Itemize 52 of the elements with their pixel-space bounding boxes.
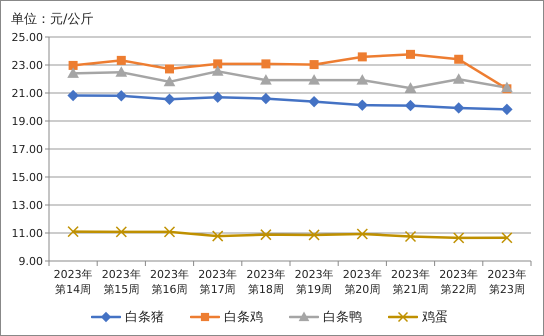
point [261,59,270,68]
x-tick-label: 2023年第20周 [342,268,382,296]
x-tick-label: 2023年第15周 [102,268,141,296]
y-tick-label: 9.00 [18,254,43,268]
point [116,90,127,102]
x-tick-label: 2023年第18周 [246,268,286,296]
point [310,60,319,70]
point [405,82,416,93]
legend-label: 白条鸭 [323,309,362,326]
x-tick-label: 2023年第14周 [54,268,93,296]
y-tick-label: 15.00 [12,170,43,184]
point [68,68,79,78]
y-tick-label: 25.00 [12,30,43,44]
y-tick-label: 23.00 [12,58,43,72]
legend-label: 鸡蛋 [422,309,448,326]
point [164,94,175,105]
y-tick-label: 19.00 [12,114,43,128]
y-tick-label: 21.00 [12,86,43,100]
x-tick-label: 2023年第23周 [487,268,526,296]
point [453,74,464,84]
y-tick-label: 13.00 [12,198,43,212]
point [454,54,464,64]
point [406,50,415,59]
x-tick-label: 2023年第17周 [198,268,238,296]
point [260,93,272,104]
y-tick-label: 11.00 [12,226,43,240]
legend-label: 白条猪 [125,309,164,326]
point [501,104,512,115]
point [453,102,464,114]
point [68,90,79,102]
point [405,100,416,112]
x-tick-label: 2023年第19周 [294,268,334,296]
point [213,59,222,68]
point [260,74,272,85]
point [116,66,127,77]
point [356,74,368,85]
legend-label: 白条鸡 [224,309,263,326]
point [164,76,175,86]
point [356,100,368,111]
y-axis-title: 单位：元/公斤 [11,11,94,28]
point [308,74,320,85]
point [165,64,174,74]
point [68,60,78,70]
x-tick-label: 2023年第16周 [150,268,189,296]
x-tick-label: 2023年第21周 [391,268,430,296]
point [308,96,320,108]
point [212,92,224,103]
x-tick-label: 2023年第22周 [439,268,478,296]
y-tick-label: 17.00 [12,142,43,156]
point [212,66,224,76]
point [116,56,126,65]
point [358,52,367,62]
